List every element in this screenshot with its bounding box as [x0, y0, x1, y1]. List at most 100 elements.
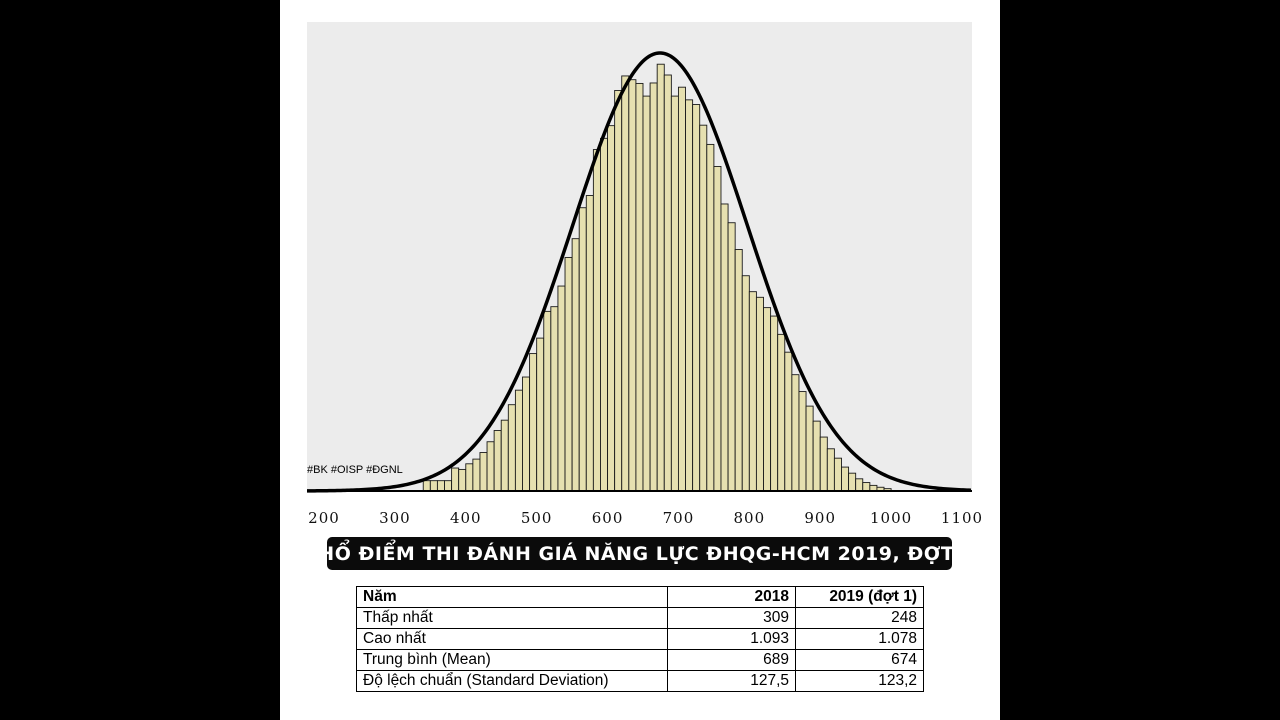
histogram-bar	[529, 353, 538, 492]
header-2018: 2018	[667, 586, 796, 608]
histogram-bar	[486, 441, 495, 492]
histogram-bar	[734, 249, 743, 492]
histogram-bar	[614, 90, 623, 492]
cell-2019: 1.078	[795, 628, 924, 650]
histogram-bar	[784, 351, 793, 492]
x-axis-ticks: 200 300 400 500 600 700 800 900 1000 1100	[308, 509, 983, 527]
row-label: Trung bình (Mean)	[356, 649, 668, 671]
header-2019: 2019 (đợt 1)	[795, 586, 924, 608]
cell-2019: 123,2	[795, 670, 924, 692]
chart-title-banner: PHỔ ĐIỂM THI ĐÁNH GIÁ NĂNG LỰC ĐHQG-HCM …	[327, 537, 952, 570]
x-tick-label: 800	[734, 509, 766, 527]
histogram-bar	[791, 374, 800, 492]
histogram-bar	[564, 256, 573, 492]
histogram-bar	[493, 430, 502, 492]
histogram-bar	[635, 82, 644, 492]
x-tick-label: 900	[804, 509, 836, 527]
histogram-bar	[578, 207, 587, 492]
histogram-bar	[670, 95, 679, 492]
histogram-bar	[692, 104, 701, 492]
histogram-bar	[507, 404, 516, 492]
cell-2018: 689	[667, 649, 796, 671]
histogram-bar	[862, 482, 871, 492]
histogram-bar	[770, 315, 779, 492]
histogram-bar	[557, 285, 566, 492]
histogram-bar	[741, 275, 750, 492]
x-tick-label: 400	[450, 509, 482, 527]
histogram-bar	[550, 306, 559, 492]
cell-2018: 309	[667, 607, 796, 629]
row-label: Cao nhất	[356, 628, 668, 650]
histogram-bar	[458, 468, 467, 492]
histogram-bar	[798, 391, 807, 492]
watermark-hashtags: #BK #OISP #ĐGNL	[307, 464, 403, 476]
histogram-bar	[444, 480, 453, 492]
histogram-bar	[422, 480, 431, 492]
cell-2019: 248	[795, 607, 924, 629]
histogram-bar	[600, 137, 609, 492]
histogram-bar	[777, 333, 786, 492]
histogram-bar	[649, 82, 658, 492]
x-tick-label: 700	[663, 509, 695, 527]
histogram-bar	[812, 420, 821, 492]
histogram-bar	[514, 389, 523, 492]
x-tick-label: 600	[592, 509, 624, 527]
x-tick-label: 300	[379, 509, 411, 527]
histogram-bar	[621, 75, 630, 492]
histogram-bar	[706, 143, 715, 492]
x-tick-label: 1100	[941, 509, 983, 527]
table-row-min: Thấp nhất 309 248	[356, 607, 924, 629]
histogram-bar	[429, 480, 438, 492]
histogram-bar	[855, 478, 864, 492]
histogram-bar	[592, 149, 601, 492]
histogram-bar	[571, 238, 580, 492]
histogram-bar	[819, 436, 828, 492]
histogram-bar	[628, 79, 637, 492]
histogram-bar	[848, 472, 857, 492]
histogram-bar	[833, 457, 842, 492]
table-row-mean: Trung bình (Mean) 689 674	[356, 649, 924, 671]
cell-2018: 127,5	[667, 670, 796, 692]
row-label: Thấp nhất	[356, 607, 668, 629]
x-tick-label: 200	[308, 509, 340, 527]
histogram-bar	[656, 63, 665, 492]
cell-2018: 1.093	[667, 628, 796, 650]
histogram-bar	[607, 125, 616, 492]
histogram-bar	[748, 291, 757, 492]
header-year: Năm	[356, 586, 668, 608]
histogram-bar	[755, 296, 764, 492]
table-header-row: Năm 2018 2019 (đợt 1)	[356, 586, 924, 608]
histogram-bar	[536, 337, 545, 492]
histogram-bar	[763, 307, 772, 492]
histogram-bar	[500, 419, 509, 492]
row-label: Độ lệch chuẩn (Standard Deviation)	[356, 670, 668, 692]
histogram-bar	[663, 74, 672, 492]
histogram-bar	[826, 448, 835, 492]
histogram-bar	[472, 458, 481, 492]
table-row-sd: Độ lệch chuẩn (Standard Deviation) 127,5…	[356, 670, 924, 692]
stats-table: Năm 2018 2019 (đợt 1) Thấp nhất 309 248 …	[356, 586, 924, 692]
histogram-bar	[436, 480, 445, 492]
histogram-bar	[805, 405, 814, 492]
histogram-bar	[720, 203, 729, 492]
histogram-bar	[677, 86, 686, 492]
histogram-bar	[841, 466, 850, 492]
histogram-bar	[642, 95, 651, 492]
histogram-bar	[543, 310, 552, 492]
x-tick-label: 1000	[870, 509, 912, 527]
histogram-bars	[422, 63, 892, 492]
table-row-max: Cao nhất 1.093 1.078	[356, 628, 924, 650]
x-tick-label: 500	[521, 509, 553, 527]
histogram-bar	[685, 99, 694, 492]
histogram-bar	[727, 222, 736, 492]
histogram-bar	[699, 124, 708, 492]
histogram-bar	[451, 467, 460, 492]
histogram-bar	[713, 165, 722, 492]
cell-2019: 674	[795, 649, 924, 671]
histogram-bar	[479, 452, 488, 492]
histogram-bar	[522, 376, 531, 492]
normal-curve	[306, 51, 972, 493]
histogram-bar	[465, 463, 474, 492]
histogram-bar	[585, 195, 594, 492]
